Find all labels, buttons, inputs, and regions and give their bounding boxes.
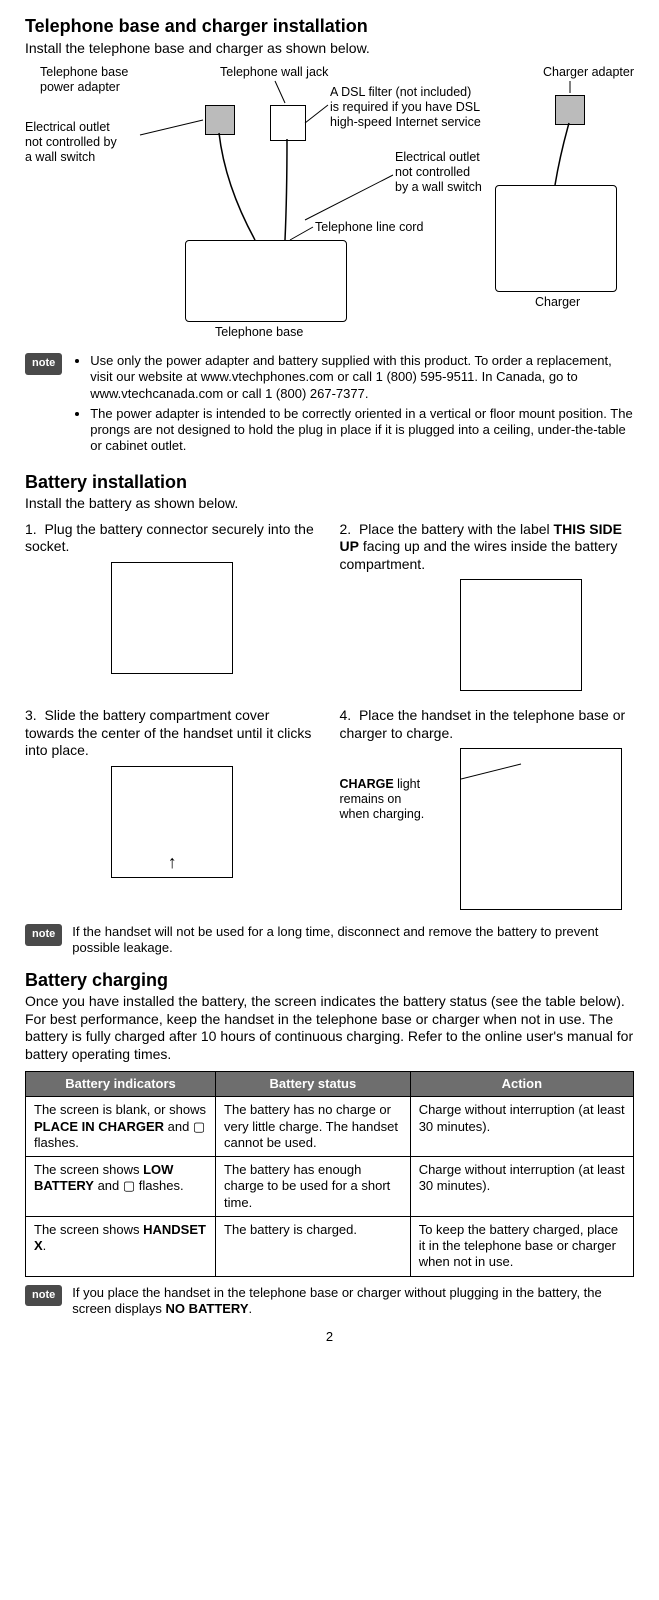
label-charger: Charger	[535, 295, 580, 310]
note-list-1: Use only the power adapter and battery s…	[72, 353, 634, 455]
label-line-cord: Telephone line cord	[315, 220, 423, 235]
th-status: Battery status	[216, 1072, 411, 1097]
page-number: 2	[25, 1329, 634, 1345]
r1c1-pre: The screen is blank, or shows	[34, 1102, 206, 1117]
r3c2: The battery is charged.	[216, 1216, 411, 1276]
table-row: The screen is blank, or shows PLACE IN C…	[26, 1097, 634, 1157]
r2c1-post: and ▢ flashes.	[94, 1178, 184, 1193]
step-4-figure	[460, 748, 622, 910]
th-action: Action	[410, 1072, 633, 1097]
section-title-2: Battery installation	[25, 471, 634, 494]
battery-status-table: Battery indicators Battery status Action…	[25, 1071, 634, 1277]
th-indicators: Battery indicators	[26, 1072, 216, 1097]
step-2-pre: Place the battery with the label	[359, 521, 554, 537]
section-title-1: Telephone base and charger installation	[25, 15, 634, 38]
steps-grid: 1. Plug the battery connector securely i…	[25, 521, 634, 917]
r1c2: The battery has no charge or very little…	[216, 1097, 411, 1157]
r1c1-bold: PLACE IN CHARGER	[34, 1119, 164, 1134]
note-box-3: note If you place the handset in the tel…	[25, 1285, 634, 1318]
step-2-figure	[460, 579, 582, 691]
note-box-2: note If the handset will not be used for…	[25, 924, 634, 957]
r2c1-pre: The screen shows	[34, 1162, 143, 1177]
section-title-3: Battery charging	[25, 969, 634, 992]
step-3: 3. Slide the battery compartment cover t…	[25, 707, 320, 760]
note1-item2: The power adapter is intended to be corr…	[90, 406, 634, 455]
r1c3: Charge without interruption (at least 30…	[410, 1097, 633, 1157]
charge-bold: CHARGE	[340, 777, 394, 791]
r3c3: To keep the battery charged, place it in…	[410, 1216, 633, 1276]
note-box-1: note Use only the power adapter and batt…	[25, 353, 634, 459]
note-badge-2: note	[25, 924, 62, 946]
r3c1-pre: The screen shows	[34, 1222, 143, 1237]
installation-diagram: Telephone base power adapter Telephone w…	[25, 65, 634, 345]
section-sub-1: Install the telephone base and charger a…	[25, 40, 634, 58]
note-badge-3: note	[25, 1285, 62, 1307]
table-row: The screen shows LOW BATTERY and ▢ flash…	[26, 1157, 634, 1217]
note3-bold: NO BATTERY	[165, 1301, 248, 1316]
step-1-text: Plug the battery connector securely into…	[25, 521, 314, 555]
section-sub-2: Install the battery as shown below.	[25, 495, 634, 513]
step-3-text: Slide the battery compartment cover towa…	[25, 707, 311, 758]
step-4-text: Place the handset in the telephone base …	[340, 707, 626, 741]
label-tb-power-adapter: Telephone base power adapter	[40, 65, 128, 95]
r2c3: Charge without interruption (at least 30…	[410, 1157, 633, 1217]
r3c1-post: .	[43, 1238, 47, 1253]
r2c2: The battery has enough charge to be used…	[216, 1157, 411, 1217]
note2-text: If the handset will not be used for a lo…	[72, 924, 634, 957]
step-2: 2. Place the battery with the label THIS…	[340, 521, 635, 574]
note3-post: .	[249, 1301, 253, 1316]
label-outlet-right: Electrical outlet not controlled by a wa…	[395, 150, 482, 195]
note3-text: If you place the handset in the telephon…	[72, 1285, 634, 1318]
step-4: 4. Place the handset in the telephone ba…	[340, 707, 635, 742]
section-sub-3: Once you have installed the battery, the…	[25, 993, 634, 1063]
step-3-figure	[111, 766, 233, 878]
label-outlet-left: Electrical outlet not controlled by a wa…	[25, 120, 117, 165]
label-dsl-filter: A DSL filter (not included) is required …	[330, 85, 481, 130]
label-wall-jack: Telephone wall jack	[220, 65, 328, 80]
step-1: 1. Plug the battery connector securely i…	[25, 521, 320, 556]
step-2-post: facing up and the wires inside the batte…	[340, 538, 618, 572]
label-charger-adapter: Charger adapter	[543, 65, 634, 80]
note3-pre: If you place the handset in the telephon…	[72, 1285, 602, 1316]
label-tb: Telephone base	[215, 325, 303, 340]
table-row: The screen shows HANDSET X. The battery …	[26, 1216, 634, 1276]
step-1-figure	[111, 562, 233, 674]
charge-light-label: CHARGE light remains on when charging.	[340, 777, 425, 822]
note1-item1: Use only the power adapter and battery s…	[90, 353, 634, 402]
note-badge: note	[25, 353, 62, 375]
